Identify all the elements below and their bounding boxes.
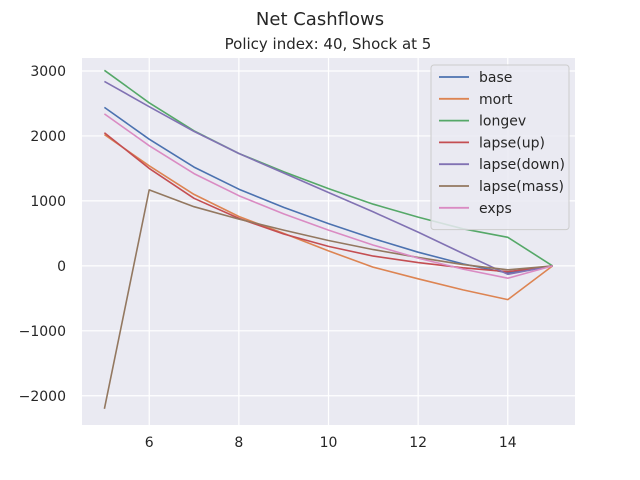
y-tick-label: 3000	[30, 64, 66, 80]
y-tick-label: 2000	[30, 129, 66, 145]
x-tick-label: 10	[320, 435, 338, 451]
x-axis-ticks: 6 8 10 12 14	[145, 435, 517, 451]
legend: base mort longev lapse(up) lapse(down) lapse(…	[430, 64, 570, 231]
y-tick-label: −2000	[19, 389, 66, 405]
y-axis-ticks: −2000 −1000 0 1000 2000 3000	[19, 64, 66, 405]
x-tick-label: 6	[145, 435, 154, 451]
series-line-mort	[103, 133, 554, 301]
y-tick-label: 1000	[30, 194, 66, 210]
series-lines	[103, 69, 554, 409]
legend-label: lapse(down)	[479, 157, 565, 173]
legend-label: exps	[479, 201, 512, 217]
y-tick-label: −1000	[19, 324, 66, 340]
series-line-lapse-down	[104, 80, 553, 276]
legend-label: longev	[479, 114, 526, 130]
chart-title: Net Cashflows	[256, 9, 384, 30]
x-tick-label: 12	[409, 435, 427, 451]
legend-label: mort	[479, 92, 513, 108]
series-line-lapse-up	[103, 132, 553, 273]
y-tick-label: 0	[57, 259, 66, 275]
legend-label: base	[479, 70, 512, 86]
chart-subtitle: Policy index: 40, Shock at 5	[225, 35, 432, 53]
legend-label: lapse(mass)	[479, 179, 564, 195]
x-tick-label: 8	[234, 435, 243, 451]
series-line-exps	[103, 113, 553, 280]
legend-box	[430, 64, 570, 231]
legend-label: lapse(up)	[479, 135, 545, 151]
series-line-lapse-mass	[103, 189, 553, 409]
x-tick-label: 14	[499, 435, 517, 451]
series-line-longev	[103, 69, 554, 267]
